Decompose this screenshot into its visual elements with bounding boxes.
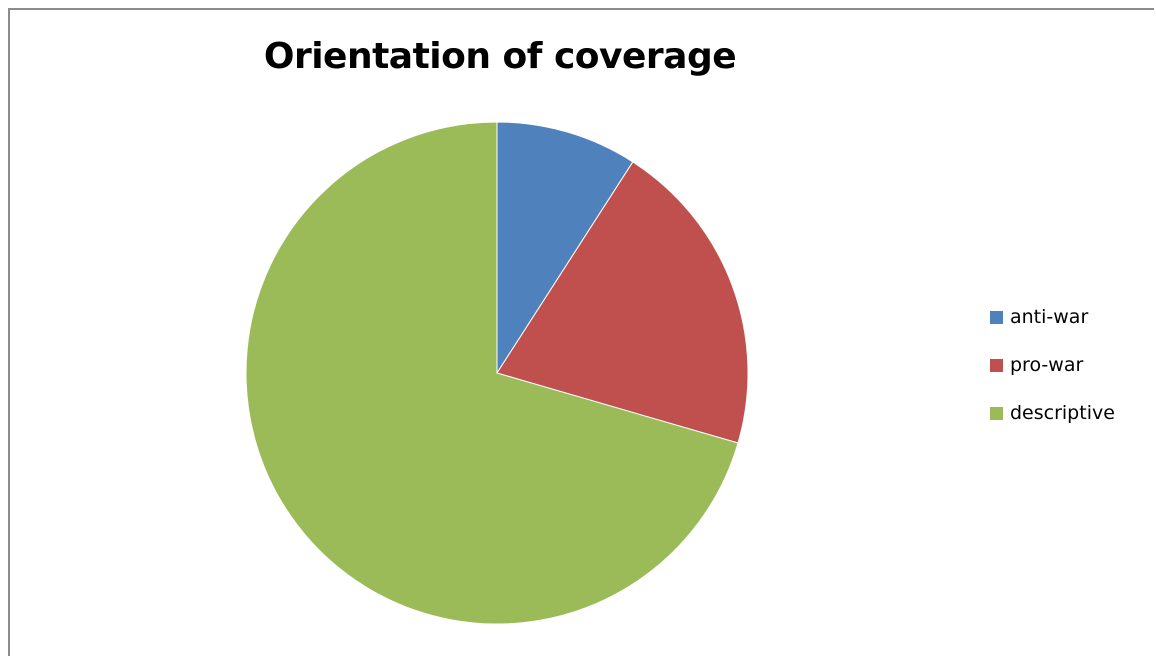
pie-slice-descriptive [245,121,739,625]
chart-title: Orientation of coverage [263,36,737,77]
legend-label: descriptive [1010,402,1115,424]
legend-swatch [990,358,1003,372]
legend-item-pro-war: pro-war [990,354,1115,376]
legend-swatch [990,406,1003,420]
pie-slice-anti-war [496,121,634,375]
legend: anti-war pro-war descriptive [990,306,1115,450]
legend-item-anti-war: anti-war [990,306,1115,328]
legend-item-descriptive: descriptive [990,402,1115,424]
pie-slice-pro-war [496,161,749,444]
legend-swatch [990,310,1003,324]
legend-label: pro-war [1010,354,1084,376]
legend-label: anti-war [1010,306,1089,328]
